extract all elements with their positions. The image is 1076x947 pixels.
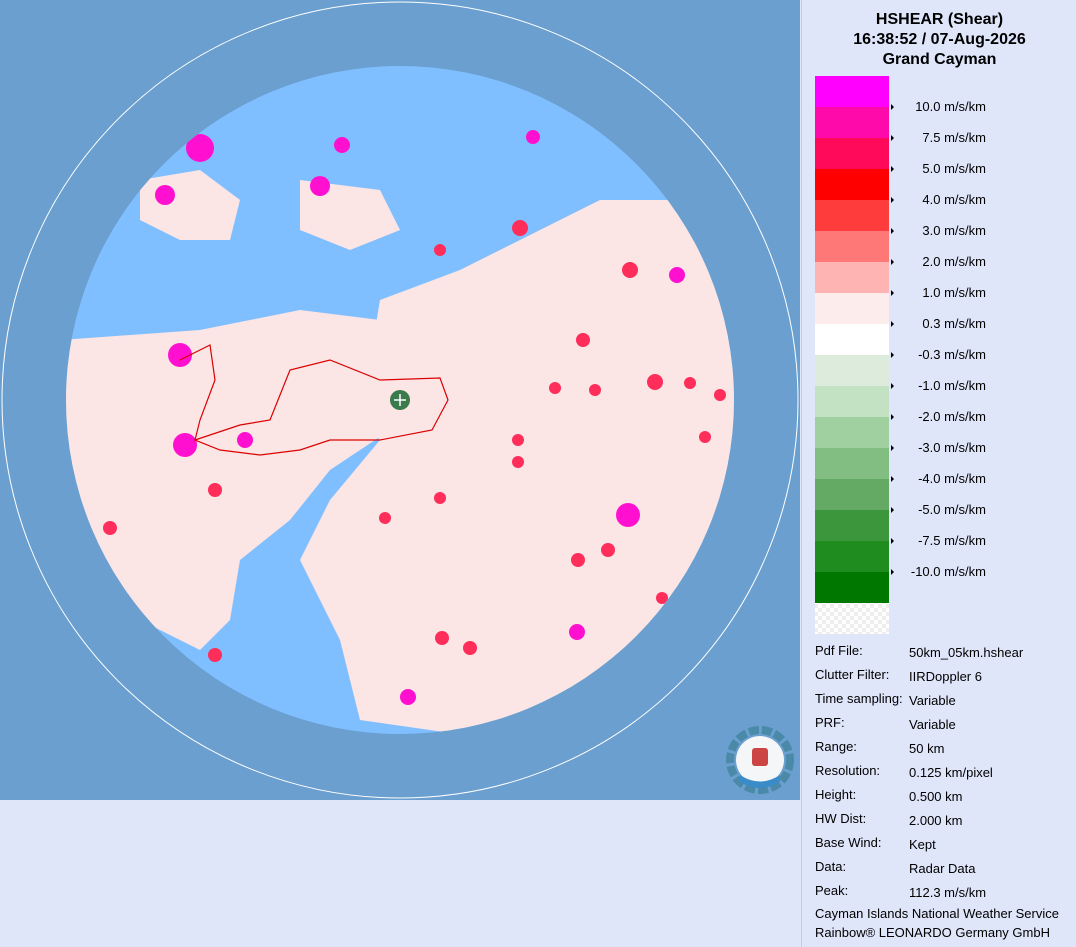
info-label: Peak: <box>815 883 849 898</box>
info-label: Data: <box>815 859 847 874</box>
timestamp: 16:38:52 / 07-Aug-2026 <box>853 31 1026 48</box>
legend-swatch <box>815 386 889 417</box>
legend-label: -1.0 m/s/km <box>918 378 986 393</box>
legend-label: 7.5 m/s/km <box>922 130 986 145</box>
info-value: Variable <box>909 717 956 732</box>
footer-line: Rainbow® LEONARDO Germany GmbH <box>815 925 1050 940</box>
range-ring <box>1 1 799 799</box>
legend-label: 1.0 m/s/km <box>922 285 986 300</box>
radar-map <box>0 0 800 800</box>
info-value: IIRDoppler 6 <box>909 669 982 684</box>
info-value: 112.3 m/s/km <box>909 885 987 900</box>
info-label: PRF: <box>815 715 845 730</box>
legend-pointer <box>891 228 894 234</box>
info-panel: HSHEAR (Shear) 16:38:52 / 07-Aug-2026 Gr… <box>801 0 1076 947</box>
legend-swatch <box>815 76 889 107</box>
info-value: Kept <box>909 837 936 852</box>
legend-pointer <box>891 476 894 482</box>
legend-swatch <box>815 138 889 169</box>
info-label: HW Dist: <box>815 811 867 826</box>
legend-pointer <box>891 321 894 327</box>
legend-pointer <box>891 445 894 451</box>
legend-swatch <box>815 262 889 293</box>
legend-label: -10.0 m/s/km <box>911 564 986 579</box>
legend-pointer <box>891 259 894 265</box>
legend-label: -5.0 m/s/km <box>918 502 986 517</box>
legend-pointer <box>891 197 894 203</box>
legend-swatch <box>815 169 889 200</box>
site-name: Grand Cayman <box>882 51 997 68</box>
info-label: Clutter Filter: <box>815 667 890 682</box>
product-title: HSHEAR (Shear) <box>875 11 1004 28</box>
legend-label: -7.5 m/s/km <box>918 533 986 548</box>
legend-pointer <box>891 166 894 172</box>
info-label: Time sampling: <box>815 691 903 706</box>
info-value: 50km_05km.hshear <box>909 645 1024 660</box>
info-value: 50 km <box>909 741 945 756</box>
footer-line: Cayman Islands National Weather Service <box>815 906 1059 921</box>
legend-label: -2.0 m/s/km <box>918 409 986 424</box>
radar-site-cross <box>394 394 406 406</box>
legend-swatch <box>815 417 889 448</box>
legend-swatch <box>815 510 889 541</box>
legend-label: -4.0 m/s/km <box>918 471 986 486</box>
info-value: Variable <box>909 693 956 708</box>
legend-swatch <box>815 200 889 231</box>
legend-pointer <box>891 352 894 358</box>
legend-pointer <box>891 569 894 575</box>
legend-label: 5.0 m/s/km <box>922 161 986 176</box>
info-value: 0.125 km/pixel <box>909 765 993 780</box>
info-value: 0.500 km <box>909 789 963 804</box>
legend-label: 2.0 m/s/km <box>922 254 986 269</box>
legend-label: -0.3 m/s/km <box>918 347 986 362</box>
info-label: Range: <box>815 739 857 754</box>
legend-pointer <box>891 290 894 296</box>
logo <box>726 726 794 794</box>
info-label: Base Wind: <box>815 835 882 850</box>
legend-swatch <box>815 355 889 386</box>
shear-field <box>66 130 734 734</box>
legend-label: 0.3 m/s/km <box>922 316 986 331</box>
info-value: 2.000 km <box>909 813 963 828</box>
legend-label: 10.0 m/s/km <box>915 99 986 114</box>
legend-pointer <box>891 383 894 389</box>
legend-swatch <box>815 107 889 138</box>
legend-pointer <box>891 414 894 420</box>
legend-pointer <box>891 135 894 141</box>
legend-swatch <box>815 572 889 603</box>
legend-label: 3.0 m/s/km <box>922 223 986 238</box>
info-value: Radar Data <box>909 861 976 876</box>
info-label: Resolution: <box>815 763 881 778</box>
legend-swatch <box>815 231 889 262</box>
legend-swatch <box>815 479 889 510</box>
legend-label: 4.0 m/s/km <box>922 192 986 207</box>
legend-nodata <box>815 603 889 634</box>
info-label: Pdf File: <box>815 643 863 658</box>
legend-swatch <box>815 293 889 324</box>
info-label: Height: <box>815 787 857 802</box>
legend-pointer <box>891 104 894 110</box>
legend-swatch <box>815 324 889 355</box>
legend-label: -3.0 m/s/km <box>918 440 986 455</box>
legend-swatch <box>815 541 889 572</box>
color-legend: 10.0 m/s/km 7.5 m/s/km 5.0 m/s/km 4.0 m/s/k… <box>815 76 986 634</box>
legend-pointer <box>891 507 894 513</box>
legend-pointer <box>891 538 894 544</box>
legend-swatch <box>815 448 889 479</box>
